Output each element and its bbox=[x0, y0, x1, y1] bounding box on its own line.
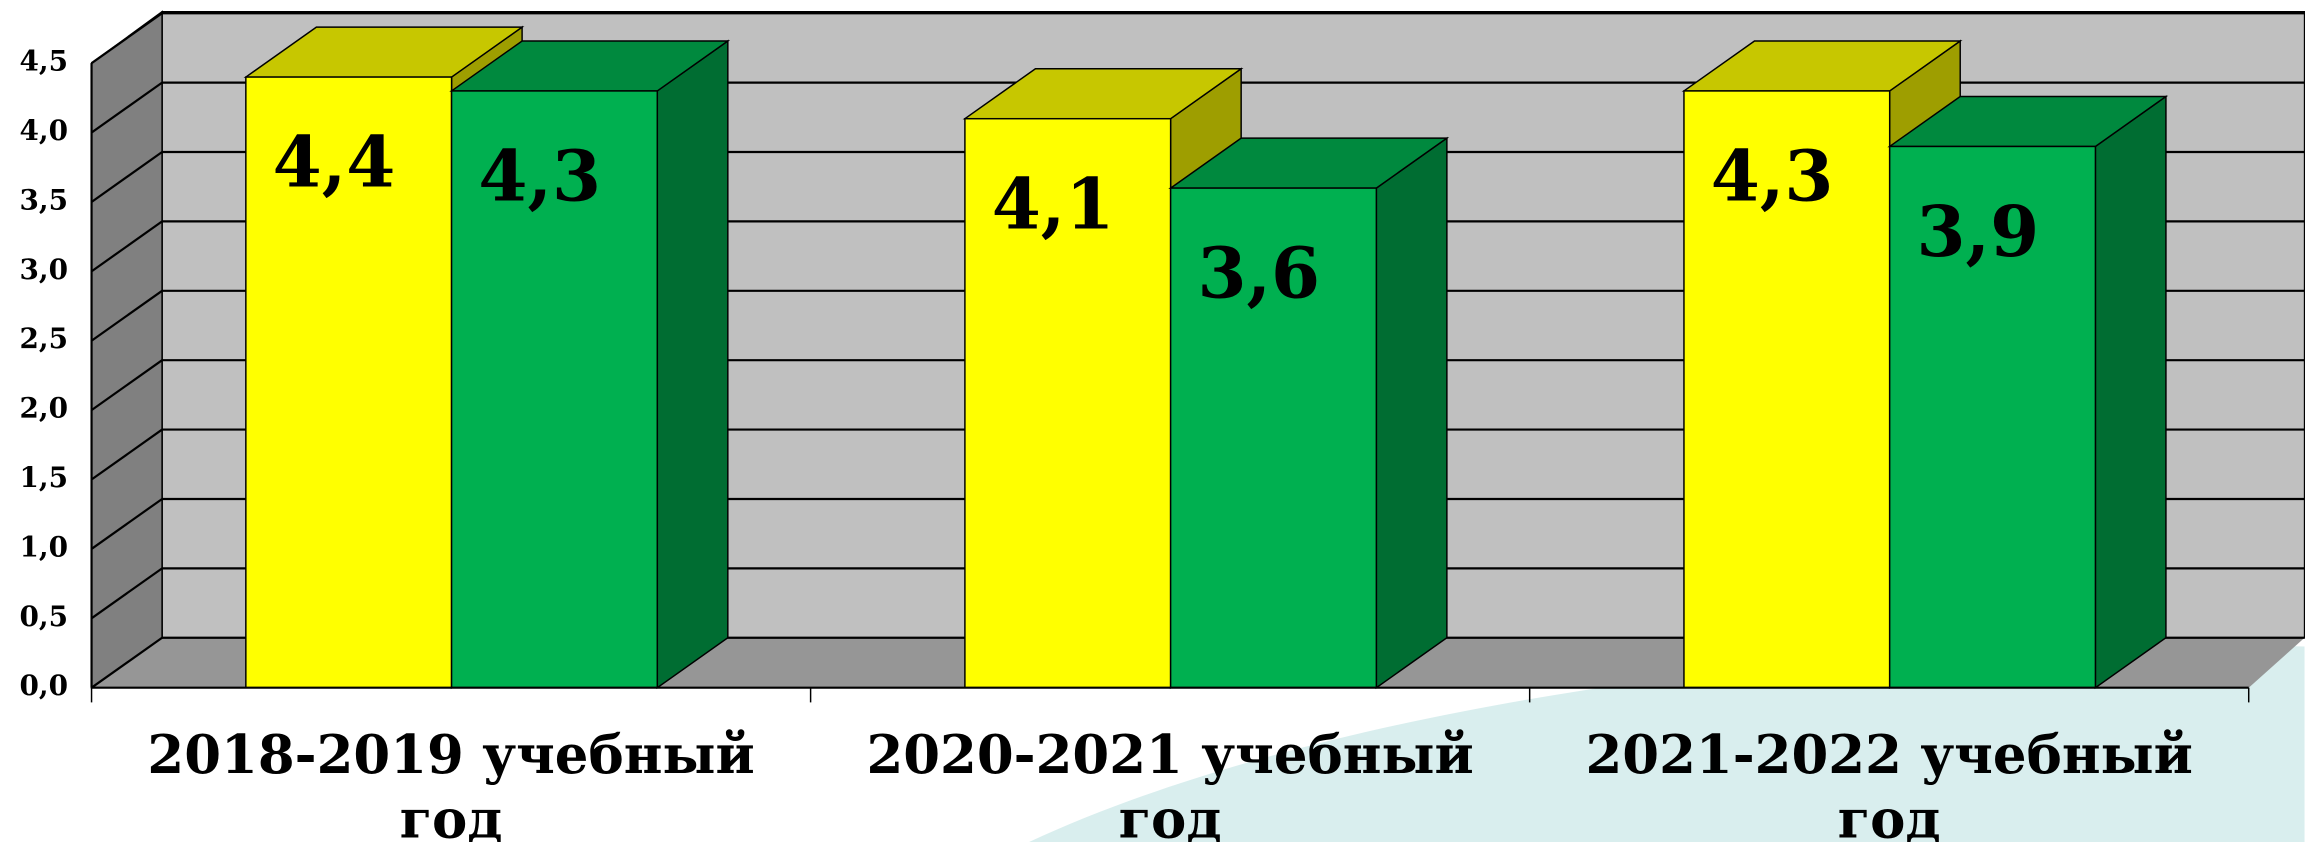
y-tick-label: 4,0 bbox=[19, 114, 68, 147]
bar-side bbox=[2094, 95, 2167, 690]
side-wall bbox=[90, 10, 163, 690]
x-tick-label-box: 2021-2022 учебный год bbox=[1585, 724, 2193, 842]
bar-side bbox=[656, 39, 729, 690]
y-tick-label: 3,0 bbox=[19, 253, 68, 286]
grid-line-side bbox=[90, 12, 163, 65]
data-label: 3,6 bbox=[1197, 232, 1320, 315]
y-tick-label: 1,0 bbox=[19, 530, 68, 563]
x-tick-label-box: 2018-2019 учебный год bbox=[147, 724, 755, 842]
y-tick-label: 2,5 bbox=[19, 322, 68, 355]
x-tick-label: 2018-2019 учебный год bbox=[147, 724, 755, 842]
grid-line-side bbox=[90, 498, 163, 550]
bar-side bbox=[1375, 136, 1448, 690]
grid-line-side bbox=[90, 289, 163, 342]
data-label: 4,3 bbox=[478, 135, 601, 218]
x-tick-label: 2020-2021 учебный год bbox=[866, 724, 1474, 842]
grid-line-side bbox=[90, 151, 163, 203]
y-tick-label: 4,5 bbox=[19, 45, 68, 78]
y-tick-label: 3,5 bbox=[19, 183, 68, 216]
bar-3d: 3,6 bbox=[1168, 136, 1450, 690]
bar-3d: 4,3 bbox=[449, 39, 731, 690]
grid-line-side bbox=[90, 359, 163, 412]
x-tick-label-box: 2020-2021 учебный год bbox=[866, 724, 1474, 842]
data-label: 3,9 bbox=[1917, 190, 2040, 273]
bar-3d: 3,9 bbox=[1887, 95, 2169, 690]
bar bbox=[1169, 187, 1378, 689]
x-tick-label: 2021-2022 учебный год bbox=[1585, 724, 2193, 842]
bar bbox=[245, 76, 453, 689]
bar bbox=[450, 90, 659, 689]
grid-line-side bbox=[90, 81, 163, 134]
y-tick-label: 1,5 bbox=[19, 461, 68, 494]
bar bbox=[964, 117, 1172, 689]
grid-line-side bbox=[90, 636, 163, 689]
data-label: 4,4 bbox=[273, 121, 396, 204]
grid-line-side bbox=[90, 428, 163, 481]
background-swoosh bbox=[1029, 644, 2305, 842]
data-label: 4,1 bbox=[992, 162, 1115, 245]
grid-line-side bbox=[90, 220, 163, 273]
y-tick-label: 2,0 bbox=[19, 392, 68, 425]
y-tick-label: 0,5 bbox=[19, 600, 68, 633]
bars: 4,4 4,3 4,1 3,6 4,3 3,9 bbox=[243, 25, 2169, 690]
y-tick-label: 0,0 bbox=[19, 669, 68, 702]
bar bbox=[1888, 145, 2097, 689]
grid-line-side bbox=[90, 567, 163, 620]
data-label: 4,3 bbox=[1711, 135, 1834, 218]
